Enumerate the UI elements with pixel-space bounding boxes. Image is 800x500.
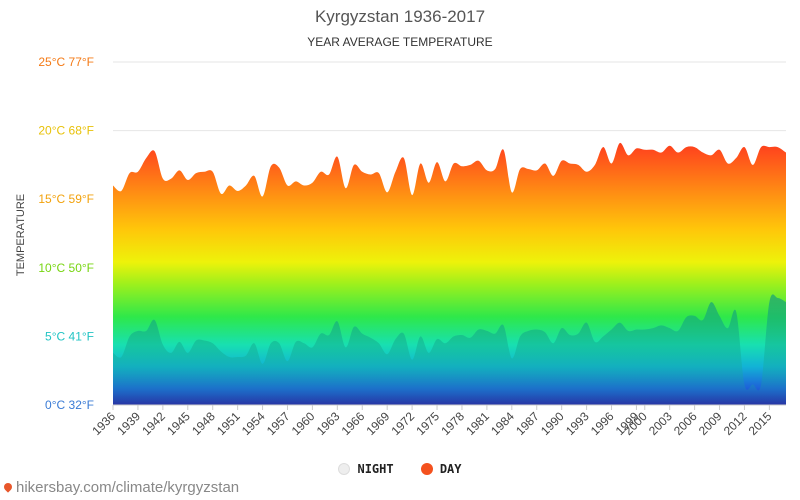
night-dot-icon (338, 463, 351, 475)
watermark-text: hikersbay.com/climate/kyrgyzstan (16, 479, 240, 496)
x-tick-label: 2012 (721, 409, 750, 438)
chart-subtitle: YEAR AVERAGE TEMPERATURE (307, 35, 493, 49)
x-tick-label: 1954 (239, 409, 268, 438)
x-tick-label: 1972 (388, 409, 417, 438)
legend-day-label: DAY (439, 462, 462, 476)
x-tick-label: 2000 (621, 409, 650, 438)
x-tick-label: 1969 (364, 409, 393, 438)
x-tick-label: 2009 (696, 409, 725, 438)
x-tick-label: 1966 (339, 409, 368, 438)
x-tick-label: 1939 (114, 409, 143, 438)
y-axis-label: TEMPERATURE (15, 194, 27, 276)
source-watermark[interactable]: hikersbay.com/climate/kyrgyzstan (2, 479, 240, 496)
y-tick-label: 0°C 32°F (45, 398, 94, 412)
map-pin-icon (2, 481, 14, 493)
x-tick-label: 1963 (314, 409, 343, 438)
x-tick-label: 1996 (588, 409, 617, 438)
y-tick-label: 5°C 41°F (45, 329, 94, 343)
x-tick-label: 1942 (139, 409, 168, 438)
legend-item-day[interactable]: DAY (420, 462, 462, 476)
x-tick-label: 2003 (646, 409, 675, 438)
x-tick-label: 1984 (488, 409, 517, 438)
x-tick-label: 1987 (513, 409, 542, 438)
x-tick-label: 1957 (264, 409, 293, 438)
x-tick-label: 2015 (746, 409, 775, 438)
x-tick-label: 1975 (413, 409, 442, 438)
night-series-area (113, 294, 786, 405)
x-axis-ticks: 1936193919421945194819511954195719601963… (89, 405, 775, 438)
y-tick-label: 25°C 77°F (38, 55, 94, 69)
y-tick-label: 10°C 50°F (38, 261, 94, 275)
x-tick-label: 1990 (538, 409, 567, 438)
x-tick-label: 1978 (438, 409, 467, 438)
chart-title: Kyrgyzstan 1936-2017 (314, 7, 486, 26)
x-tick-label: 1936 (89, 409, 118, 438)
day-dot-icon (420, 463, 433, 475)
x-tick-label: 1960 (289, 409, 318, 438)
y-tick-label: 20°C 68°F (38, 124, 94, 138)
x-tick-label: 1948 (189, 409, 218, 438)
x-tick-label: 1993 (563, 409, 592, 438)
legend-night-label: NIGHT (357, 462, 394, 476)
y-axis-ticks: 0°C 32°F 5°C 41°F 10°C 50°F 15°C 59°F 20°C 6… (38, 55, 94, 412)
x-tick-label: 1945 (164, 409, 193, 438)
legend-item-night[interactable]: NIGHT (338, 462, 394, 476)
x-tick-label: 1951 (214, 409, 243, 438)
x-tick-label: 2006 (671, 409, 700, 438)
y-tick-label: 15°C 59°F (38, 192, 94, 206)
x-tick-label: 1981 (463, 409, 492, 438)
chart-legend: NIGHT DAY (0, 462, 800, 478)
